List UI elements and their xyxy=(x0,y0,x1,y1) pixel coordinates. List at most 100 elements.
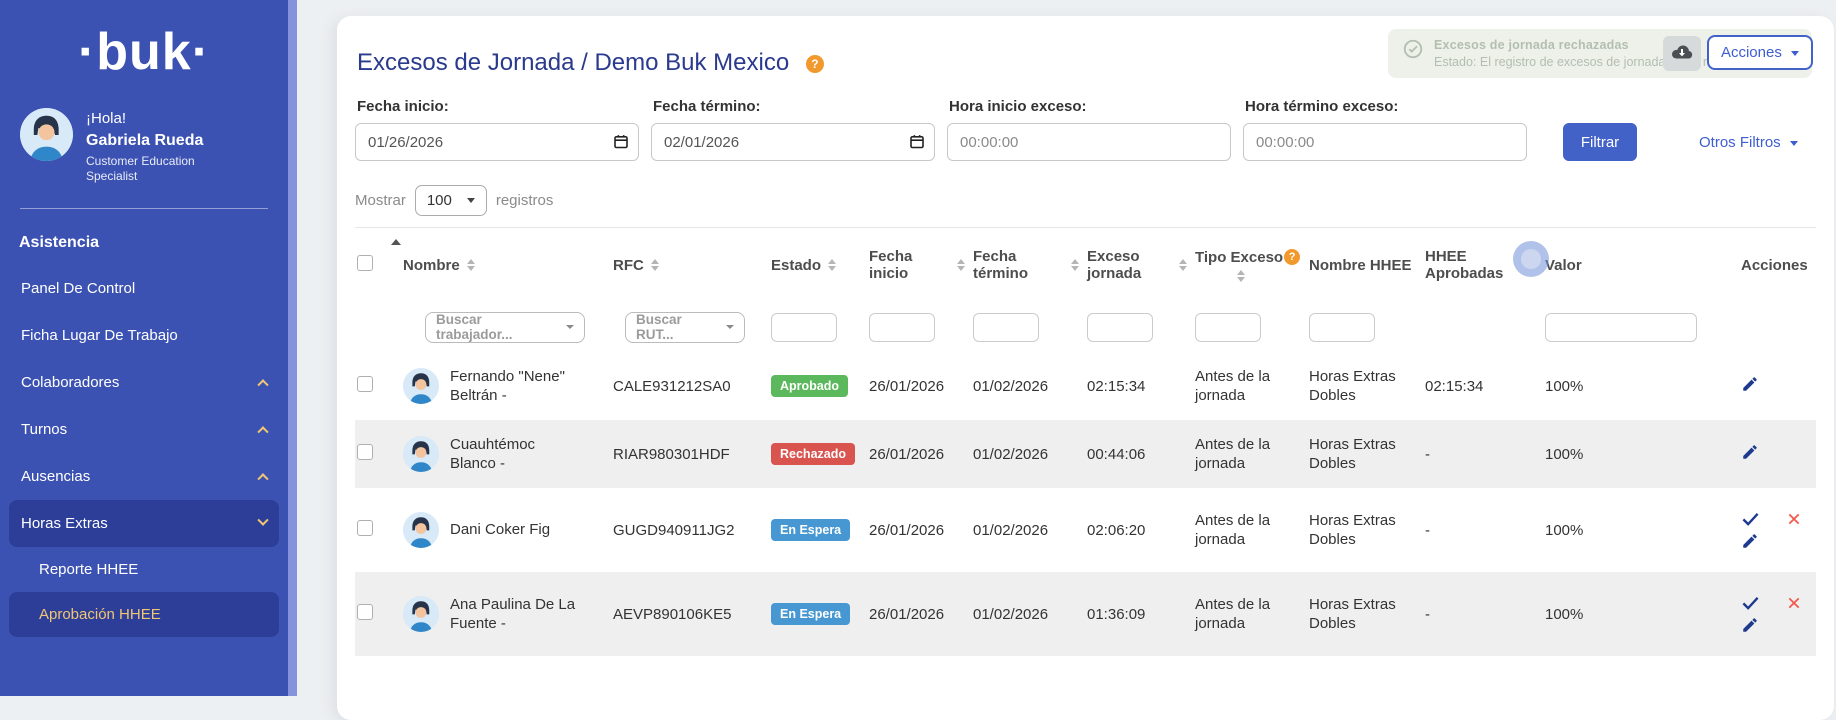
hora-termino-label: Hora término exceso: xyxy=(1245,98,1399,115)
col-header-rfc: RFC xyxy=(613,256,644,274)
row-checkbox[interactable] xyxy=(357,444,373,460)
help-icon[interactable]: ? xyxy=(1284,249,1301,265)
filter-exceso-jornada-input[interactable] xyxy=(1087,312,1153,342)
approve-icon[interactable] xyxy=(1741,511,1760,527)
sort-icon[interactable] xyxy=(466,259,475,271)
hora-inicio-input[interactable] xyxy=(947,123,1231,161)
mostrar-label: Mostrar xyxy=(355,192,406,209)
tour-beacon[interactable] xyxy=(1513,241,1549,277)
select-all-checkbox[interactable] xyxy=(357,255,373,271)
edit-icon[interactable] xyxy=(1741,616,1759,634)
nombre-hhee-cell: Horas Extras Dobles xyxy=(1309,595,1396,633)
acciones-button[interactable]: Acciones xyxy=(1707,35,1813,70)
sort-icon[interactable] xyxy=(828,259,837,271)
table-row: Ana Paulina De La Fuente - AEVP890106KE5… xyxy=(355,572,1816,656)
exceso-jornada-cell: 02:15:34 xyxy=(1087,377,1146,395)
filter-fecha-termino-input[interactable] xyxy=(973,312,1039,342)
valor-cell: 100% xyxy=(1545,605,1584,623)
buk-logo[interactable]: ·buk· xyxy=(77,23,211,81)
fecha-termino-cell: 01/02/2026 xyxy=(973,605,1049,623)
sort-icon[interactable] xyxy=(1237,269,1301,282)
fecha-inicio-input[interactable] xyxy=(355,123,639,161)
sidebar: ·buk· ¡Hola! Gabriela Rueda Customer Edu… xyxy=(0,0,288,696)
edit-icon[interactable] xyxy=(1741,443,1759,461)
hhee-aprobadas-cell: 02:15:34 xyxy=(1425,377,1484,395)
fecha-termino-cell: 01/02/2026 xyxy=(973,445,1049,463)
exceso-jornada-cell: 01:36:09 xyxy=(1087,605,1146,623)
fecha-inicio-cell: 26/01/2026 xyxy=(869,605,945,623)
sidebar-item-ficha-lugar-de-trabajo[interactable]: Ficha Lugar De Trabajo xyxy=(21,326,178,344)
row-checkbox[interactable] xyxy=(357,604,373,620)
fecha-inicio-label: Fecha inicio: xyxy=(357,98,449,115)
status-badge: Aprobado xyxy=(771,375,849,397)
tipo-exceso-cell: Antes de la jornada xyxy=(1195,595,1271,633)
sidebar-item-ausencias[interactable]: Ausencias xyxy=(9,453,279,500)
sidebar-subitem-reporte-hhee[interactable]: Reporte HHEE xyxy=(39,560,139,578)
valor-cell: 100% xyxy=(1545,445,1584,463)
sidebar-subitem-aprobacion-hhee[interactable]: Aprobación HHEE xyxy=(9,591,279,637)
filter-tipo-exceso-input[interactable] xyxy=(1195,312,1261,342)
rfc-cell: AEVP890106KE5 xyxy=(613,605,732,623)
valor-cell: 100% xyxy=(1545,521,1584,539)
row-checkbox[interactable] xyxy=(357,376,373,392)
chevron-up-icon xyxy=(257,473,269,485)
fecha-termino-input[interactable] xyxy=(651,123,935,161)
tipo-exceso-cell: Antes de la jornada xyxy=(1195,511,1271,549)
sidebar-item-colaboradores[interactable]: Colaboradores xyxy=(9,359,279,406)
edit-icon[interactable] xyxy=(1741,375,1759,393)
sort-icon[interactable] xyxy=(1071,259,1079,271)
sort-icon[interactable] xyxy=(1179,259,1187,271)
reject-icon[interactable] xyxy=(1786,595,1802,611)
otros-filtros-dropdown[interactable]: Otros Filtros xyxy=(1699,134,1798,151)
col-header-valor: Valor xyxy=(1545,256,1582,274)
filter-nombre-hhee-input[interactable] xyxy=(1309,312,1375,342)
tipo-exceso-cell: Antes de la jornada xyxy=(1195,367,1271,405)
employee-name[interactable]: Dani Coker Fig xyxy=(450,521,551,539)
reject-icon[interactable] xyxy=(1786,511,1802,527)
calendar-icon xyxy=(613,133,629,155)
sort-ascending-icon[interactable] xyxy=(391,239,401,245)
filtrar-button[interactable]: Filtrar xyxy=(1563,123,1637,161)
caret-down-icon xyxy=(466,198,475,203)
employee-name[interactable]: Ana Paulina De La Fuente - xyxy=(450,595,576,633)
employee-avatar xyxy=(403,436,439,472)
nombre-hhee-cell: Horas Extras Dobles xyxy=(1309,435,1396,473)
edit-icon[interactable] xyxy=(1741,532,1759,550)
employee-name[interactable]: Fernando "Nene" Beltrán - xyxy=(450,367,565,405)
excesos-table: Nombre RFC Estado Fecha inicio Fecha tér… xyxy=(355,227,1816,656)
page-size-select[interactable]: 100 xyxy=(414,185,487,216)
sidebar-item-turnos[interactable]: Turnos xyxy=(9,406,279,453)
sort-icon[interactable] xyxy=(957,259,965,271)
filter-valor-input[interactable] xyxy=(1545,312,1697,342)
col-header-hhee-aprobadas: HHEE Aprobadas xyxy=(1425,248,1504,282)
help-icon[interactable]: ? xyxy=(805,55,824,73)
greeting: ¡Hola! xyxy=(86,110,127,127)
hora-inicio-label: Hora inicio exceso: xyxy=(949,98,1087,115)
valor-cell: 100% xyxy=(1545,377,1584,395)
table-row: Dani Coker Fig GUGD940911JG2 En Espera 2… xyxy=(355,488,1816,572)
sidebar-item-panel-de-control[interactable]: Panel De Control xyxy=(21,279,136,297)
hhee-aprobadas-cell: - xyxy=(1425,605,1430,623)
calendar-icon xyxy=(909,133,925,155)
download-button[interactable] xyxy=(1663,36,1701,71)
buscar-rut-select[interactable]: Buscar RUT... xyxy=(625,311,745,343)
buscar-trabajador-select[interactable]: Buscar trabajador... xyxy=(425,311,585,343)
hora-termino-input[interactable] xyxy=(1243,123,1527,161)
page-header: Excesos de Jornada / Demo Buk Mexico ? E… xyxy=(355,16,1816,92)
fecha-termino-cell: 01/02/2026 xyxy=(973,377,1049,395)
sort-icon[interactable] xyxy=(650,259,659,271)
col-header-nombre-hhee: Nombre HHEE xyxy=(1309,256,1412,274)
exceso-jornada-cell: 00:44:06 xyxy=(1087,445,1146,463)
filter-fecha-inicio-input[interactable] xyxy=(869,312,935,342)
row-checkbox[interactable] xyxy=(357,520,373,536)
col-header-exceso-jornada: Exceso jornada xyxy=(1087,248,1142,282)
hhee-aprobadas-cell: - xyxy=(1425,521,1430,539)
filter-estado-input[interactable] xyxy=(771,312,837,342)
caret-down-icon xyxy=(1791,51,1800,56)
employee-name[interactable]: Cuauhtémoc Blanco - xyxy=(450,435,536,473)
col-header-fecha-termino: Fecha término xyxy=(973,248,1029,282)
user-name: Gabriela Rueda xyxy=(86,131,204,149)
approve-icon[interactable] xyxy=(1741,595,1760,611)
sidebar-menu: Asistencia Panel De Control Ficha Lugar … xyxy=(0,221,288,637)
sidebar-item-horas-extras[interactable]: Horas Extras xyxy=(9,499,279,547)
